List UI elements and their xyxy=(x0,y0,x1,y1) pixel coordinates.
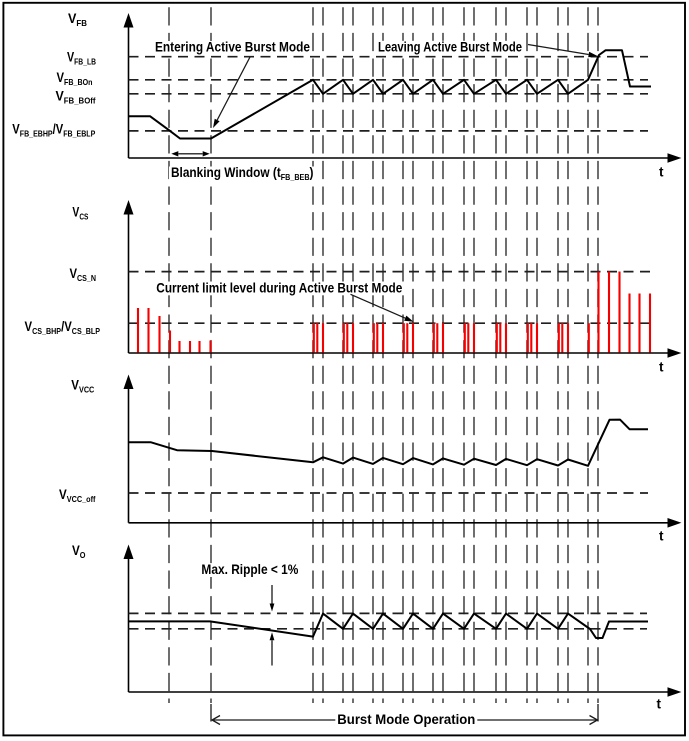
svg-text:t: t xyxy=(659,360,664,375)
svg-text:t: t xyxy=(659,165,664,180)
svg-text:t: t xyxy=(657,697,662,712)
svg-text:t: t xyxy=(659,529,664,544)
svg-text:Current limit level during Act: Current limit level during Active Burst … xyxy=(156,279,402,295)
svg-text:Blanking Window (tFB_BEB): Blanking Window (tFB_BEB) xyxy=(171,164,314,182)
svg-text:Leaving Active Burst Mode: Leaving Active Burst Mode xyxy=(378,38,522,54)
svg-text:Burst Mode Operation: Burst Mode Operation xyxy=(337,711,475,727)
svg-text:Max. Ripple < 1%: Max. Ripple < 1% xyxy=(201,561,298,577)
svg-text:Entering Active Burst Mode: Entering Active Burst Mode xyxy=(155,39,310,55)
